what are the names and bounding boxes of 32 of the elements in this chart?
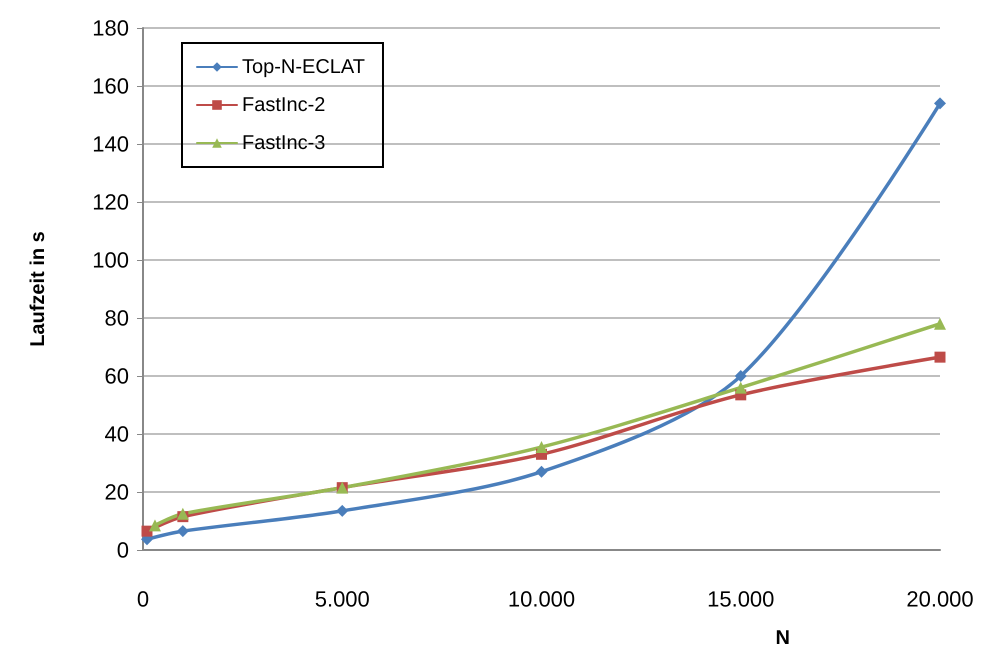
legend-label: FastInc-2 bbox=[242, 94, 326, 116]
point bbox=[148, 519, 161, 532]
x-tick-label: 10.000 bbox=[508, 586, 576, 612]
y-tick-label: 180 bbox=[92, 16, 129, 40]
y-tick-label: 0 bbox=[116, 538, 129, 562]
x-axis-title: N bbox=[776, 627, 790, 648]
y-tick-label: 20 bbox=[104, 480, 129, 504]
legend-label: FastInc-3 bbox=[242, 132, 326, 154]
y-tick-label: 80 bbox=[104, 306, 129, 330]
y-tick-label: 120 bbox=[92, 190, 129, 214]
x-tick-label: 20.000 bbox=[906, 586, 974, 612]
y-axis-title: Laufzeit in s bbox=[27, 231, 49, 347]
x-tick-label: 15.000 bbox=[707, 586, 774, 612]
y-tick-label: 100 bbox=[92, 248, 129, 272]
legend-label: Top-N-ECLAT bbox=[242, 56, 365, 78]
point bbox=[141, 526, 152, 537]
point bbox=[934, 97, 946, 110]
x-tick-label: 5.000 bbox=[314, 586, 370, 612]
y-tick-label: 140 bbox=[92, 132, 129, 156]
point bbox=[734, 370, 747, 382]
y-tick-label: 40 bbox=[104, 422, 129, 446]
point bbox=[176, 508, 189, 520]
y-tick-label: 160 bbox=[92, 74, 129, 98]
x-tick-label: 0 bbox=[136, 586, 150, 612]
point bbox=[536, 466, 548, 478]
y-tick-label: 60 bbox=[104, 364, 129, 388]
point bbox=[336, 504, 348, 517]
point bbox=[934, 352, 946, 363]
point bbox=[934, 318, 946, 330]
point bbox=[734, 382, 747, 394]
point bbox=[176, 525, 189, 538]
point bbox=[536, 441, 548, 454]
